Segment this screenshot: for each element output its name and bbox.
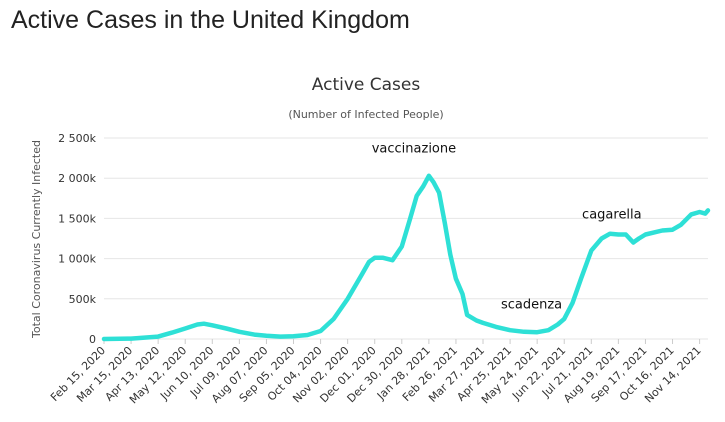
chart-title: Active Cases (312, 75, 421, 95)
chart-subtitle: (Number of Infected People) (288, 108, 443, 121)
y-tick-label: 2 500k (58, 132, 96, 145)
y-tick-label: 0 (89, 333, 96, 346)
annotations: vaccinazione scadenza cagarella (372, 141, 642, 312)
annotation-label: cagarella (582, 207, 642, 222)
series-line (101, 173, 711, 342)
annotation-label: scadenza (501, 297, 562, 312)
y-tick-label: 1 500k (58, 212, 96, 225)
y-tick-label: 500k (69, 293, 97, 306)
y-tick-label: 1 000k (58, 253, 96, 266)
y-axis-ticks: 0 500k 1 000k 1 500k 2 000k 2 500k (58, 132, 96, 346)
y-tick-label: 2 000k (58, 172, 96, 185)
page-title: Active Cases in the United Kingdom (11, 6, 410, 34)
grid-lines (104, 137, 708, 340)
series-layer (101, 173, 711, 342)
y-axis-label: Total Coronavirus Currently Infected (30, 140, 43, 339)
annotation-label: vaccinazione (372, 141, 456, 156)
